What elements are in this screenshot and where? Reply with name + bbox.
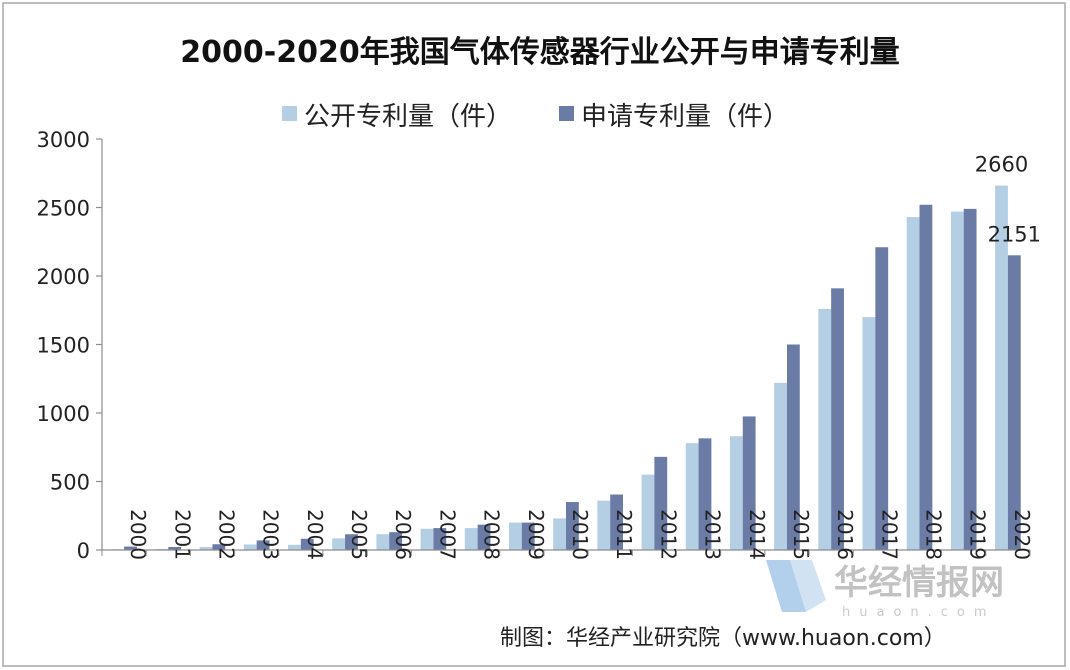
bar-published bbox=[288, 544, 301, 550]
bar-published bbox=[774, 382, 787, 550]
bars bbox=[111, 185, 1021, 551]
x-axis: 2000 2001 2002 2003 2004 2005 2006 2007 2008 2009… bbox=[101, 509, 1034, 560]
chart-title: 2000-2020年我国气体传感器行业公开与申请专利量 bbox=[180, 35, 899, 70]
bar-published bbox=[862, 317, 876, 550]
bar-applied bbox=[654, 456, 668, 550]
legend-item-applied: 申请专利量（件） bbox=[559, 102, 789, 132]
watermark-url: huaon.com bbox=[842, 605, 996, 620]
legend-item-published: 公开专利量（件） bbox=[282, 102, 512, 132]
y-tick-label: 3000 bbox=[37, 128, 90, 152]
bar-applied bbox=[919, 204, 933, 550]
bar-applied bbox=[1007, 255, 1021, 551]
legend-label-applied: 申请专利量（件） bbox=[581, 102, 789, 132]
y-tick-label: 0 bbox=[77, 539, 90, 563]
y-tick-label: 2500 bbox=[37, 197, 90, 221]
y-axis: 0 500 1000 1500 2000 2500 3000 bbox=[37, 128, 103, 563]
bar-published bbox=[995, 185, 1008, 550]
bar-published bbox=[553, 518, 566, 550]
bar-published bbox=[508, 522, 522, 550]
legend: 公开专利量（件） 申请专利量（件） bbox=[282, 102, 789, 132]
data-labels: 2660 2151 bbox=[975, 153, 1041, 247]
source-note: 制图：华经产业研究院（www.huaon.com） bbox=[500, 626, 946, 651]
bar-applied bbox=[786, 344, 800, 550]
bar-applied bbox=[300, 538, 314, 550]
bar-published bbox=[641, 474, 655, 550]
bar-applied bbox=[610, 494, 624, 550]
bar-published bbox=[729, 436, 743, 550]
bar-published bbox=[597, 500, 611, 550]
watermark-brand: 华经情报网 bbox=[834, 563, 1004, 603]
legend-swatch-published bbox=[282, 106, 297, 121]
bar-published bbox=[332, 538, 346, 550]
bar-published bbox=[685, 443, 699, 550]
data-label: 2660 bbox=[975, 153, 1028, 177]
bar-applied bbox=[521, 522, 535, 550]
legend-label-published: 公开专利量（件） bbox=[304, 102, 512, 132]
bar-applied bbox=[345, 534, 358, 550]
bar-applied bbox=[477, 524, 491, 550]
bar-applied bbox=[168, 546, 182, 550]
y-tick-label: 1000 bbox=[37, 402, 90, 426]
data-label: 2151 bbox=[988, 222, 1041, 246]
bar-applied bbox=[124, 546, 137, 550]
y-tick-label: 500 bbox=[50, 471, 90, 495]
bar-published bbox=[420, 528, 434, 550]
bar-applied bbox=[389, 532, 403, 550]
watermark-logo-icon bbox=[766, 560, 826, 612]
bar-published bbox=[464, 528, 478, 550]
bar-published bbox=[243, 544, 257, 550]
bar-applied bbox=[433, 528, 447, 550]
bar-applied bbox=[742, 416, 756, 550]
bar-applied bbox=[875, 247, 889, 551]
bar-published bbox=[376, 534, 390, 550]
bar-published bbox=[950, 211, 964, 551]
bar-published bbox=[818, 308, 832, 550]
y-tick-label: 1500 bbox=[37, 334, 90, 358]
bar-applied bbox=[698, 438, 712, 550]
legend-swatch-applied bbox=[559, 106, 574, 121]
bar-applied bbox=[256, 540, 270, 550]
y-tick-label: 2000 bbox=[37, 265, 90, 289]
bar-applied bbox=[963, 208, 977, 550]
bar-published bbox=[906, 217, 920, 550]
bar-applied bbox=[566, 502, 579, 550]
watermark: 华经情报网 huaon.com bbox=[766, 560, 1004, 620]
bar-applied bbox=[831, 288, 844, 550]
bar-applied bbox=[212, 544, 226, 550]
bar-published bbox=[199, 546, 213, 550]
